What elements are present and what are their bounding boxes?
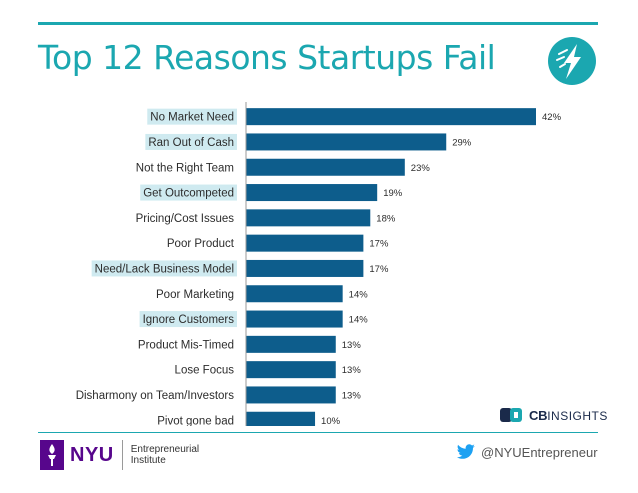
bar [246,184,378,202]
bar [246,234,364,252]
category-label: Need/Lack Business Model [95,263,234,275]
cb-insights-mark-icon [500,408,522,422]
lightning-rocket-icon [548,37,596,85]
nyu-wordmark: NYU [70,443,114,466]
category-label: Not the Right Team [136,162,234,174]
value-label: 17% [369,264,389,275]
value-label: 19% [383,188,403,199]
twitter-handle-block: @NYUEntrepreneur [456,444,598,460]
bar [246,158,405,176]
nyu-torch-icon [40,440,64,470]
category-highlight [139,311,237,328]
value-label: 29% [452,137,472,148]
value-label: 14% [349,315,369,326]
cb-insights-logo: CBINSIGHTS [500,404,608,426]
category-highlight [91,260,237,277]
bar [246,108,536,126]
cb-insights-wordmark: CBINSIGHTS [529,407,608,423]
category-label: Lose Focus [175,365,235,377]
bar [246,133,447,151]
value-label: 13% [342,340,362,351]
category-label: No Market Need [150,112,234,124]
institute-name: Entrepreneurial Institute [131,444,199,466]
bar [246,411,316,426]
category-label: Pivot gone bad [157,415,234,426]
value-label: 13% [342,365,362,376]
category-label: Poor Product [167,238,235,250]
category-label: Get Outcompeted [143,188,234,200]
bar [246,386,336,404]
bar [246,259,364,277]
category-label: Ignore Customers [143,314,235,326]
value-label: 14% [349,289,369,300]
value-label: 13% [342,390,362,401]
institute-line-2: Institute [130,455,166,466]
category-label: Ran Out of Cash [148,137,234,149]
category-label: Product Mis-Timed [138,339,234,351]
nyu-divider [121,440,123,470]
bar [246,209,371,227]
bar-chart: No Market Need 42% Ran Out of Cash 29% Not t… [76,102,562,426]
value-label: 10% [321,416,341,426]
bar [246,361,336,379]
category-highlight [140,184,237,201]
value-label: 23% [411,163,431,174]
category-highlight [145,133,237,150]
twitter-bird-icon [456,444,475,459]
header-rule [38,22,598,25]
bar [246,335,336,353]
value-label: 42% [542,112,562,123]
footer-rule [38,432,598,433]
category-label: Poor Marketing [156,289,234,301]
bar [246,310,343,328]
value-label: 17% [369,239,389,250]
category-label: Pricing/Cost Issues [136,213,235,225]
twitter-handle-text: @NYUEntrepreneur [481,444,598,460]
nyu-entrepreneurial-institute-logo: NYU Entrepreneurial Institute [40,440,199,470]
bar [246,285,343,303]
category-label: Disharmony on Team/Investors [76,390,235,402]
value-label: 18% [376,213,396,224]
chart-title: Top 12 Reasons Startups Fail [38,38,496,77]
category-highlight [147,108,237,125]
institute-line-1: Entrepreneurial [130,444,200,455]
